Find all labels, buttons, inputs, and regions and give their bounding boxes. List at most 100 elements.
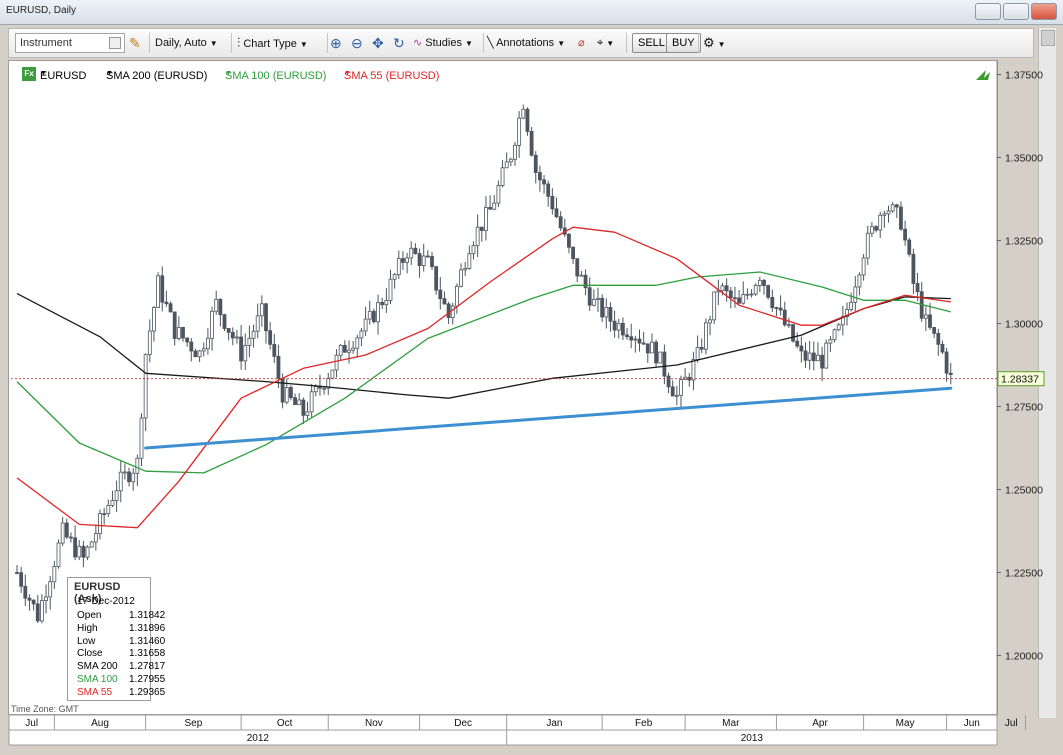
autofit-icon[interactable]: ✥ bbox=[372, 35, 384, 51]
close-button[interactable] bbox=[1031, 3, 1057, 20]
candle-down bbox=[488, 207, 493, 210]
candle-up bbox=[197, 350, 202, 358]
candle-up bbox=[135, 457, 140, 474]
candle-down bbox=[795, 340, 800, 347]
support-trendline bbox=[144, 386, 953, 450]
candle-up bbox=[857, 274, 862, 288]
candle-up bbox=[40, 600, 44, 622]
maximize-button[interactable] bbox=[1003, 3, 1029, 20]
candle-up bbox=[513, 144, 517, 160]
candle-down bbox=[899, 206, 903, 230]
month-label: Dec bbox=[454, 718, 472, 729]
candle-up bbox=[861, 257, 866, 276]
chart-edit-icon[interactable]: ✎ bbox=[129, 35, 141, 51]
candle-down bbox=[380, 302, 385, 306]
candle-up bbox=[579, 274, 584, 277]
buy-button[interactable]: BUY bbox=[666, 33, 701, 53]
candle-up bbox=[741, 294, 746, 304]
month-label: May bbox=[896, 718, 915, 729]
candle-down bbox=[608, 307, 613, 322]
candle-up bbox=[355, 337, 360, 349]
studies-dropdown[interactable]: ∿ Studies ▼ bbox=[413, 34, 473, 52]
candle-up bbox=[508, 158, 513, 163]
toolbar-separator bbox=[698, 33, 699, 53]
candle-up bbox=[334, 354, 339, 371]
candle-up bbox=[210, 310, 214, 339]
candle-down bbox=[770, 297, 775, 309]
eraser-icon[interactable]: ⌀ bbox=[578, 37, 585, 49]
candle-down bbox=[127, 471, 131, 483]
candle-down bbox=[430, 256, 434, 268]
candle-up bbox=[749, 293, 754, 296]
chart-type-dropdown[interactable]: ⫶ Chart Type ▼ bbox=[237, 34, 308, 52]
candle-up bbox=[650, 341, 654, 354]
info-row-label: SMA 55 bbox=[77, 686, 113, 698]
fx-icon: Fx bbox=[22, 67, 36, 81]
candle-up bbox=[330, 369, 335, 379]
candle-up bbox=[704, 322, 708, 350]
candle-down bbox=[645, 343, 650, 354]
candle-down bbox=[525, 108, 530, 132]
candle-down bbox=[550, 195, 555, 210]
candle-down bbox=[820, 354, 824, 369]
candle-down bbox=[791, 324, 795, 342]
candle-down bbox=[438, 289, 443, 300]
annotations-dropdown[interactable]: ╲ Annotations ▼ bbox=[487, 34, 565, 52]
zoom-in-icon[interactable]: ⊕ bbox=[330, 35, 342, 51]
candle-down bbox=[662, 351, 667, 377]
candle-down bbox=[612, 320, 617, 331]
year-label: 2012 bbox=[247, 733, 270, 744]
candlestick-icon: ⫶ bbox=[237, 35, 241, 50]
candle-down bbox=[226, 328, 231, 333]
minimize-button[interactable] bbox=[975, 3, 1001, 20]
candle-up bbox=[836, 324, 841, 331]
timeframe-dropdown[interactable]: Daily, Auto ▼ bbox=[155, 34, 218, 52]
candle-down bbox=[417, 253, 422, 266]
candle-down bbox=[102, 513, 107, 516]
y-tick-label: 1.25000 bbox=[1005, 485, 1043, 497]
candle-up bbox=[392, 274, 397, 280]
candle-down bbox=[567, 233, 571, 248]
candle-down bbox=[288, 387, 293, 399]
month-label: Aug bbox=[91, 718, 109, 729]
y-tick-label: 1.22500 bbox=[1005, 568, 1043, 580]
settings-dropdown[interactable]: ⚙ ▼ bbox=[703, 34, 726, 52]
candle-down bbox=[73, 537, 77, 558]
candle-down bbox=[774, 307, 779, 310]
month-label: Jan bbox=[546, 718, 562, 729]
toolbar-separator bbox=[327, 33, 328, 53]
zoom-out-icon[interactable]: ⊖ bbox=[351, 35, 363, 51]
candle-down bbox=[81, 545, 86, 558]
candle-down bbox=[575, 258, 580, 277]
candle-down bbox=[907, 239, 912, 255]
candle-down bbox=[546, 183, 551, 197]
instrument-picker-icon[interactable] bbox=[109, 37, 121, 49]
window-title: EURUSD, Daily bbox=[6, 5, 77, 16]
candle-up bbox=[305, 411, 310, 416]
instrument-input[interactable]: Instrument bbox=[15, 33, 125, 53]
candle-down bbox=[31, 599, 36, 605]
gear-icon: ⚙ bbox=[703, 35, 715, 50]
candle-up bbox=[338, 345, 343, 356]
refresh-icon[interactable]: ↻ bbox=[393, 35, 405, 51]
candle-up bbox=[114, 490, 119, 501]
candle-down bbox=[894, 204, 899, 208]
candle-up bbox=[849, 301, 854, 310]
candle-down bbox=[728, 290, 733, 299]
month-label: Apr bbox=[812, 718, 828, 729]
candle-up bbox=[48, 581, 53, 598]
candle-down bbox=[542, 179, 546, 185]
candle-up bbox=[388, 278, 393, 301]
candle-up bbox=[865, 232, 870, 259]
candle-up bbox=[118, 471, 123, 492]
info-row: SMA 55 1.29365 bbox=[77, 686, 165, 699]
candle-up bbox=[475, 226, 480, 246]
candle-up bbox=[347, 349, 351, 353]
sell-button[interactable]: SELL bbox=[632, 33, 671, 53]
candle-up bbox=[753, 285, 758, 295]
candle-down bbox=[724, 285, 729, 292]
crosshair-dropdown[interactable]: ⌖ ▼ bbox=[597, 34, 614, 52]
candle-up bbox=[235, 336, 239, 339]
scroll-up-button[interactable] bbox=[1041, 30, 1055, 46]
candle-down bbox=[641, 342, 646, 345]
